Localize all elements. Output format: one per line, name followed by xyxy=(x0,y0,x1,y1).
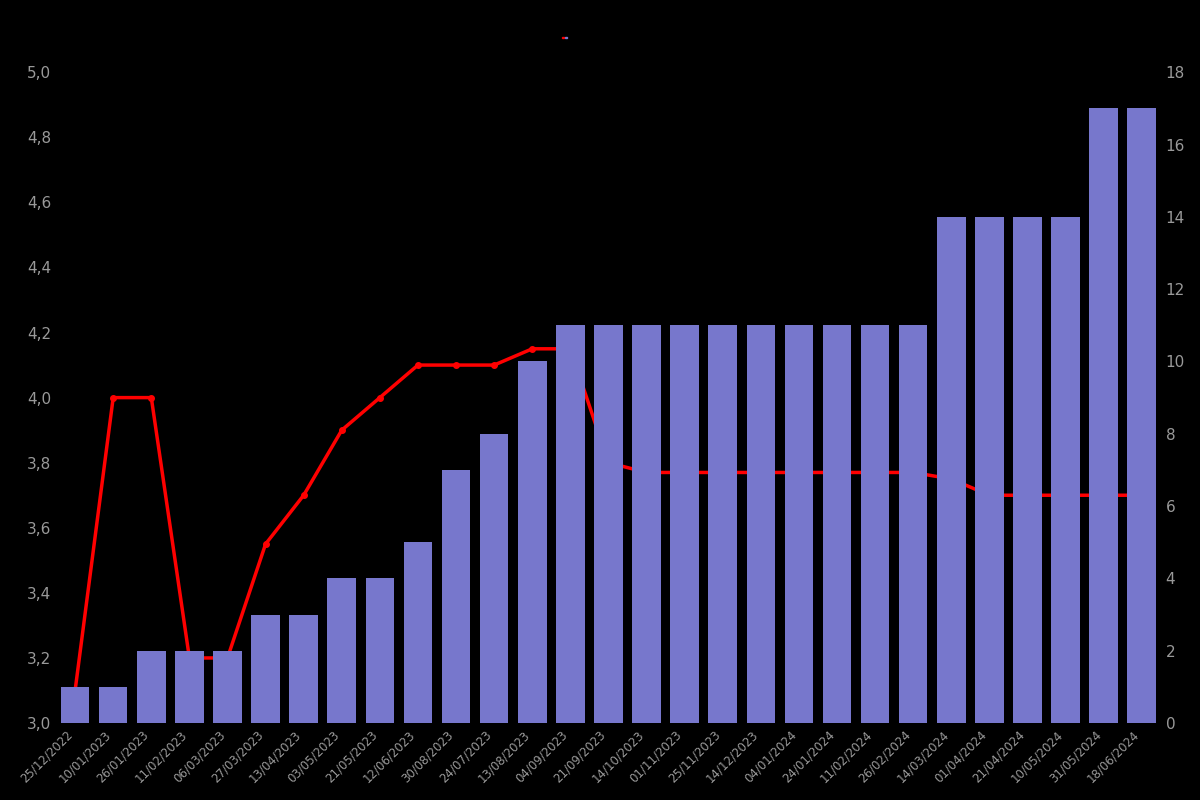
Bar xyxy=(480,434,509,723)
Bar xyxy=(442,470,470,723)
Bar xyxy=(175,650,204,723)
Bar xyxy=(328,578,356,723)
Bar xyxy=(671,326,698,723)
Bar xyxy=(785,326,814,723)
Bar xyxy=(366,578,394,723)
Bar xyxy=(61,687,89,723)
Bar xyxy=(976,217,1003,723)
Bar xyxy=(556,326,584,723)
Bar xyxy=(746,326,775,723)
Bar xyxy=(860,326,889,723)
Bar xyxy=(1013,217,1042,723)
Bar xyxy=(137,650,166,723)
Bar xyxy=(708,326,737,723)
Bar xyxy=(823,326,851,723)
Bar xyxy=(632,326,661,723)
Bar xyxy=(98,687,127,723)
Bar xyxy=(403,542,432,723)
Bar xyxy=(899,326,928,723)
Bar xyxy=(1090,108,1118,723)
Bar xyxy=(251,614,280,723)
Bar xyxy=(1128,108,1156,723)
Bar xyxy=(594,326,623,723)
Bar xyxy=(214,650,241,723)
Bar xyxy=(937,217,966,723)
Bar xyxy=(289,614,318,723)
Bar xyxy=(518,362,546,723)
Legend: , : , xyxy=(562,37,566,38)
Bar xyxy=(1051,217,1080,723)
